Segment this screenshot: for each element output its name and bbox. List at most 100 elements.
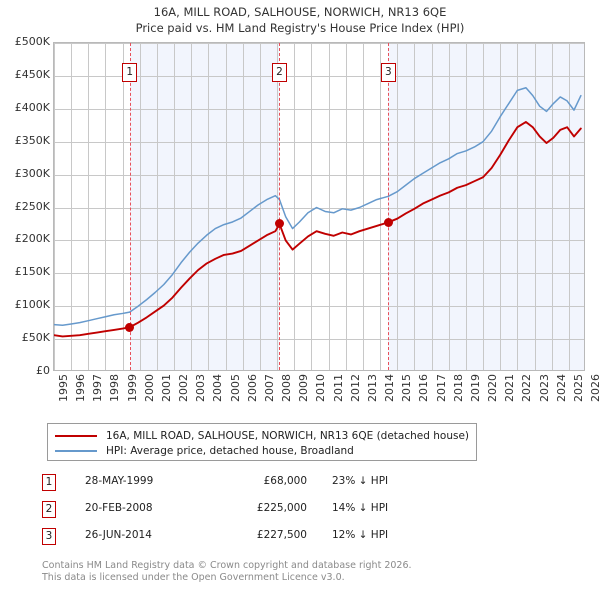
x-tick-label: 2005: [228, 374, 242, 402]
gridline-vertical: [71, 43, 72, 370]
ownership-band-2: [388, 43, 584, 370]
x-tick-label: 2008: [280, 374, 294, 402]
transaction-dot-2[interactable]: [274, 219, 284, 229]
legend-label-hpi: HPI: Average price, detached house, Broa…: [106, 445, 354, 457]
gridline-vertical: [552, 43, 553, 370]
x-tick-label: 1995: [57, 374, 70, 402]
gridline-horizontal: [54, 142, 584, 143]
gridline-vertical: [397, 43, 398, 370]
row-hpi-delta-1: 23% ↓ HPI: [332, 475, 389, 487]
title-line-1: 16A, MILL ROAD, SALHOUSE, NORWICH, NR13 …: [153, 5, 447, 19]
series-lines: [54, 86, 582, 338]
gridline-vertical: [363, 43, 364, 370]
gridline-vertical: [226, 43, 227, 370]
x-tick-label: 2020: [486, 374, 500, 402]
gridline-vertical: [432, 43, 433, 370]
row-hpi-delta-2: 14% ↓ HPI: [332, 502, 389, 514]
transaction-dot-3[interactable]: [383, 217, 393, 227]
row-price-3: £227,500: [256, 529, 307, 541]
event-line-1: [129, 43, 131, 370]
gridline-vertical: [277, 43, 278, 370]
gridline-horizontal: [54, 273, 584, 274]
property-price-line: [54, 121, 582, 338]
y-tick-label: £100K: [14, 298, 50, 312]
row-date-1: 28-MAY-1999: [85, 475, 154, 487]
gridline-vertical: [123, 43, 124, 370]
x-tick-label: 2019: [468, 374, 482, 402]
title-line-2: Price paid vs. HM Land Registry's House …: [135, 21, 465, 35]
row-date-3: 26-JUN-2014: [85, 529, 152, 541]
gridline-horizontal: [54, 76, 584, 77]
gridline-vertical: [208, 43, 209, 370]
row-badge-2: 2: [42, 501, 56, 518]
row-badge-1: 1: [42, 474, 56, 491]
transaction-marker-1[interactable]: 1: [122, 63, 138, 82]
gridline-vertical: [569, 43, 570, 370]
x-axis-labels: 1995 1996 1997 1998 1999 2000 2001 2002 2003 2004…: [53, 374, 600, 422]
legend-item-hpi: HPI: Average price, detached house, Broa…: [55, 444, 469, 458]
footer-line-2: This data is licensed under the Open Gov…: [42, 572, 345, 583]
x-tick-label: 2023: [537, 374, 551, 402]
y-tick-label: £50K: [21, 331, 50, 345]
x-tick-label: 2025: [571, 374, 585, 402]
gridline-vertical: [191, 43, 192, 370]
event-line-2: [279, 43, 281, 370]
x-tick-label: 2026: [589, 374, 600, 402]
gridline-vertical: [88, 43, 89, 370]
page-title: 16A, MILL ROAD, SALHOUSE, NORWICH, NR13 …: [0, 4, 600, 36]
x-tick-label: 2018: [451, 374, 465, 402]
footer-line-1: Contains HM Land Registry data © Crown c…: [42, 560, 412, 571]
table-row: 1 28-MAY-1999 £68,000 23% ↓ HPI: [42, 472, 462, 499]
gridline-vertical: [329, 43, 330, 370]
table-row: 3 26-JUN-2014 £227,500 12% ↓ HPI: [42, 526, 462, 553]
x-tick-label: 2012: [348, 374, 362, 402]
legend-swatch-hpi: [55, 450, 97, 452]
x-tick-label: 2016: [417, 374, 431, 402]
table-row: 2 20-FEB-2008 £225,000 14% ↓ HPI: [42, 499, 462, 526]
gridline-vertical: [260, 43, 261, 370]
gridline-vertical: [174, 43, 175, 370]
x-tick-label: 2021: [503, 374, 517, 402]
gridline-vertical: [535, 43, 536, 370]
x-tick-label: 2003: [194, 374, 208, 402]
x-tick-label: 2013: [365, 374, 379, 402]
y-tick-label: £200K: [14, 232, 50, 246]
y-tick-label: £150K: [14, 265, 50, 279]
gridline-vertical: [483, 43, 484, 370]
gridline-horizontal: [54, 43, 584, 44]
y-tick-label: £250K: [14, 199, 50, 213]
gridline-vertical: [54, 43, 55, 370]
gridline-horizontal: [54, 240, 584, 241]
row-price-2: £225,000: [256, 502, 307, 514]
gridline-vertical: [294, 43, 295, 370]
footer-attribution: Contains HM Land Registry data © Crown c…: [42, 560, 562, 584]
gridline-vertical: [466, 43, 467, 370]
transaction-marker-2[interactable]: 2: [271, 63, 287, 82]
plot-area: 1 2 3: [53, 42, 585, 371]
x-tick-label: 1997: [91, 374, 105, 402]
x-tick-label: 2006: [245, 374, 259, 402]
y-axis-labels: £0 £50K £100K £150K £200K £250K £300K £350K £400…: [0, 35, 50, 377]
gridline-vertical: [414, 43, 415, 370]
gridline-vertical: [449, 43, 450, 370]
x-tick-label: 2002: [177, 374, 191, 402]
x-tick-label: 2022: [520, 374, 534, 402]
y-tick-label: £500K: [14, 35, 50, 48]
gridline-vertical: [311, 43, 312, 370]
y-tick-label: £400K: [14, 100, 50, 114]
gridline-vertical: [380, 43, 381, 370]
transaction-dot-1[interactable]: [125, 322, 135, 332]
x-tick-label: 2014: [383, 374, 397, 402]
y-tick-label: £0: [36, 364, 50, 377]
gridline-vertical: [243, 43, 244, 370]
transaction-marker-3[interactable]: 3: [380, 63, 396, 82]
x-tick-label: 2011: [331, 374, 345, 402]
x-tick-label: 1996: [74, 374, 88, 402]
row-price-1: £68,000: [263, 475, 307, 487]
hpi-average-line: [54, 86, 582, 327]
x-tick-label: 2000: [142, 374, 156, 402]
x-tick-label: 2009: [297, 374, 311, 402]
y-tick-label: £300K: [14, 166, 50, 180]
x-tick-label: 2017: [434, 374, 448, 402]
